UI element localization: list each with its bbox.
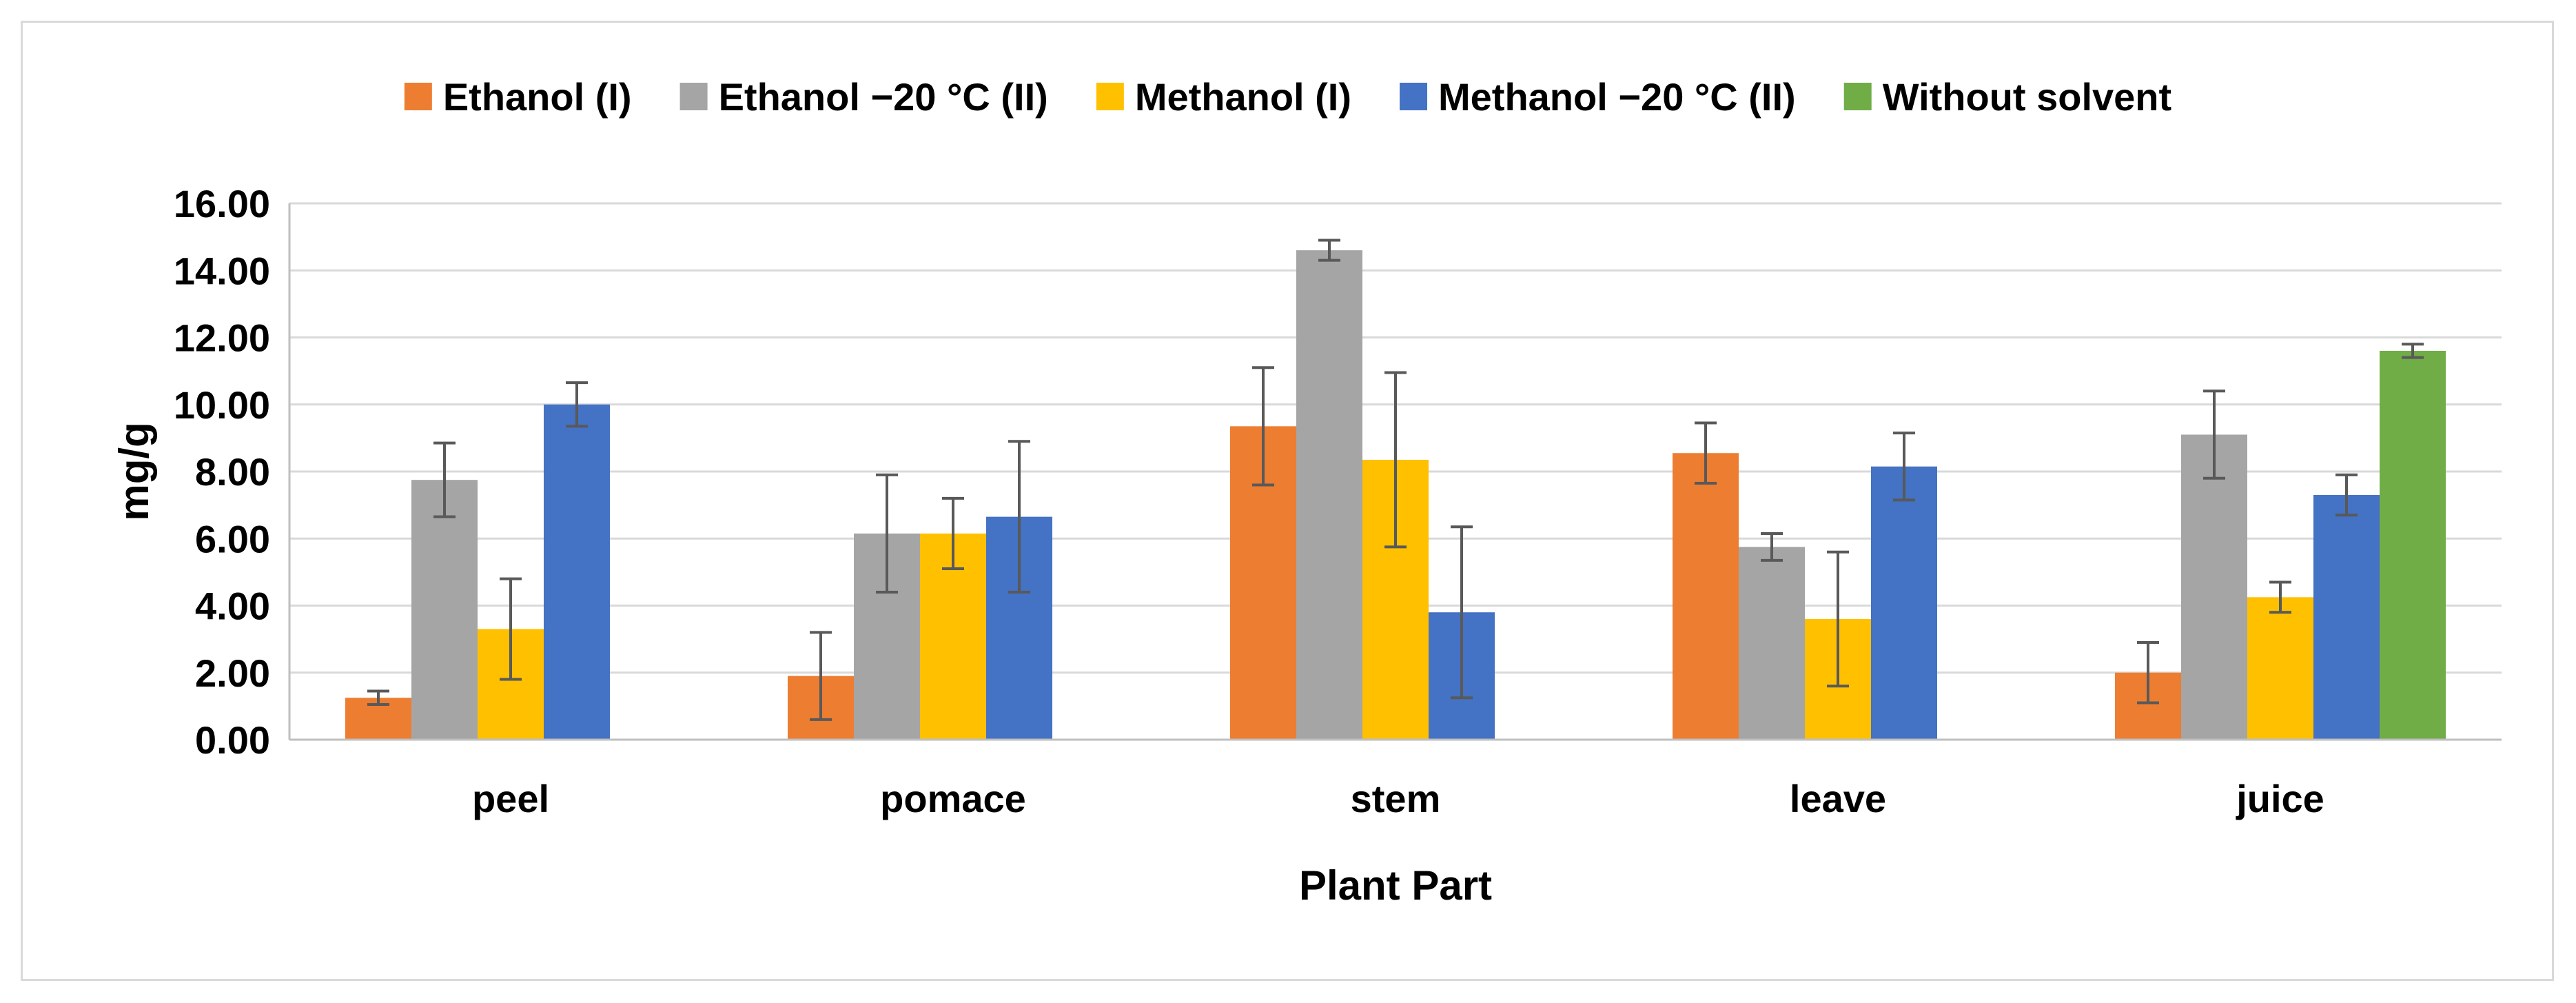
y-tick-label: 16.00 [174, 182, 270, 225]
error-bar [1384, 371, 1407, 549]
legend-label: Methanol (I) [1135, 75, 1351, 119]
y-tick-label: 8.00 [195, 450, 270, 494]
bar [2380, 350, 2446, 740]
x-tick-label: leave [1790, 777, 1886, 820]
error-bar [1695, 421, 1717, 485]
bar [1739, 547, 1805, 740]
error-bar [810, 631, 832, 721]
error-bar [2335, 473, 2358, 517]
legend-item: Methanol (I) [1096, 75, 1351, 119]
legend-label: Ethanol −20 °C (II) [719, 75, 1048, 119]
error-bar [2137, 640, 2159, 705]
legend-swatch [1096, 83, 1124, 110]
bar [2247, 597, 2313, 740]
legend-item: Ethanol (I) [404, 75, 632, 119]
error-bar [1008, 440, 1030, 594]
bar [2313, 495, 2380, 740]
error-bar [1318, 239, 1340, 262]
y-tick-label: 4.00 [195, 585, 270, 628]
legend-item: Without solvent [1843, 75, 2171, 119]
error-bar [2203, 389, 2225, 480]
error-bar [1761, 531, 1783, 562]
legend: Ethanol (I) Ethanol −20 °C (II) Methanol (… [404, 75, 2171, 119]
x-tick-labels: peel pomace stem leave juice [472, 777, 2324, 820]
error-bar [942, 496, 964, 571]
error-bar [433, 441, 456, 518]
error-bar [500, 577, 522, 681]
legend-swatch [1400, 83, 1428, 110]
bar [411, 480, 478, 740]
y-tick-label: 0.00 [195, 718, 270, 762]
error-bar [1451, 525, 1473, 700]
bar [1871, 466, 1937, 740]
y-tick-label: 12.00 [174, 316, 270, 360]
y-tick-label: 6.00 [195, 517, 270, 560]
bars [345, 239, 2446, 740]
error-bar [876, 473, 898, 594]
error-bar [1252, 366, 1274, 487]
legend-label: Ethanol (I) [443, 75, 632, 119]
bar [2181, 434, 2247, 740]
legend-swatch [404, 83, 432, 110]
bar [1673, 453, 1739, 740]
x-tick-label: juice [2236, 777, 2324, 820]
legend-swatch [679, 83, 708, 110]
y-tick-label: 14.00 [174, 249, 270, 292]
legend-item: Ethanol −20 °C (II) [679, 75, 1048, 119]
error-bar [2402, 343, 2424, 359]
x-tick-label: stem [1351, 777, 1441, 820]
x-axis-title: Plant Part [1299, 862, 1492, 909]
error-bar [1827, 550, 1849, 688]
bar [1296, 250, 1362, 740]
y-axis-title: mg/g [111, 422, 157, 520]
error-bar [1893, 432, 1915, 502]
legend-label: Without solvent [1883, 75, 2171, 119]
y-tick-label: 10.00 [174, 383, 270, 427]
bar [544, 404, 610, 740]
legend-label: Methanol −20 °C (II) [1438, 75, 1796, 119]
legend-swatch [1843, 83, 1872, 110]
y-tick-labels: 0.00 2.00 4.00 6.00 8.00 10.00 12.00 14.00 16.00 [174, 182, 270, 762]
x-tick-label: pomace [880, 777, 1026, 820]
error-bar [2269, 580, 2291, 614]
legend-item: Methanol −20 °C (II) [1400, 75, 1796, 119]
x-tick-label: peel [472, 777, 549, 820]
error-bar [566, 381, 588, 428]
y-tick-label: 2.00 [195, 651, 270, 695]
axes [288, 203, 2502, 741]
error-bar [367, 689, 389, 706]
